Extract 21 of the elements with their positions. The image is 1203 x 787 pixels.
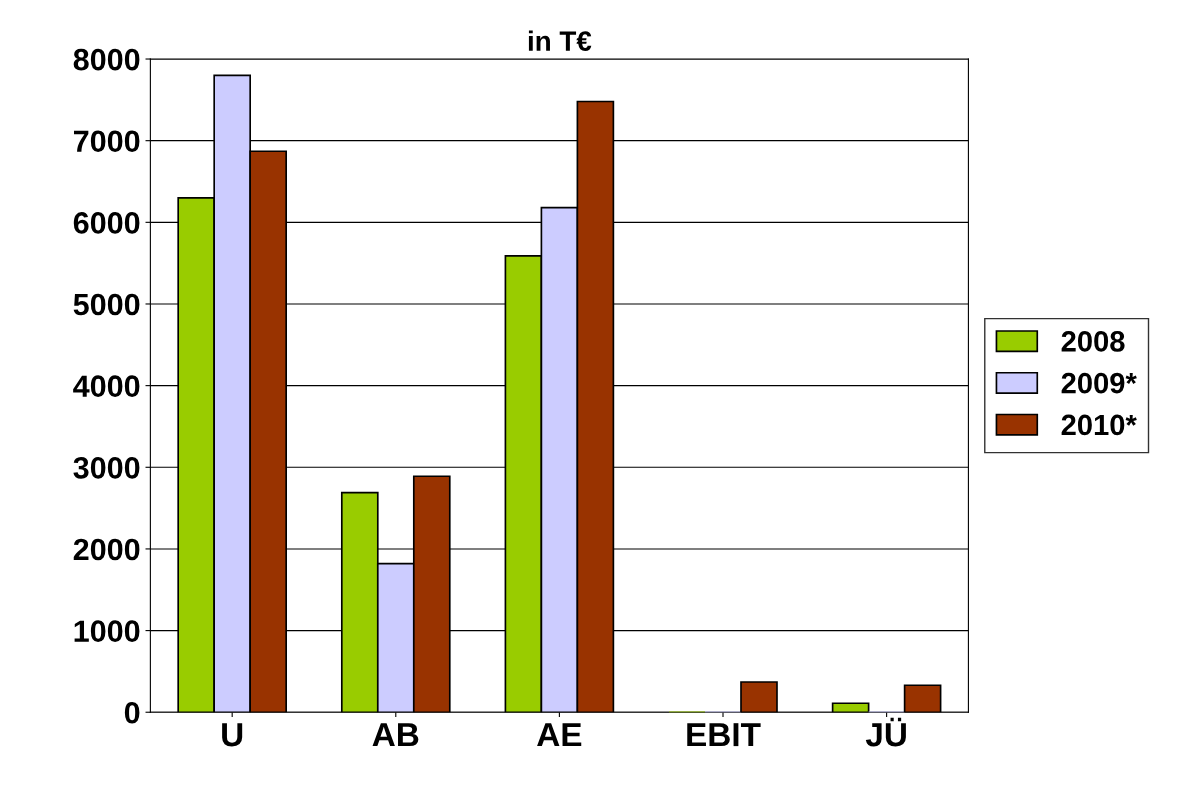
x-tick-label: AB	[372, 723, 419, 747]
y-tick-label: 0	[124, 701, 140, 724]
y-tick-label: 5000	[73, 293, 140, 316]
y-tick-label: 6000	[73, 212, 140, 234]
x-tick-label: JÜ	[865, 717, 906, 747]
y-tick-label: 7000	[74, 130, 140, 153]
x-tick-label: U	[222, 723, 243, 747]
y-tick-label: 1000	[74, 620, 140, 642]
y-tick-label: 8000	[73, 48, 140, 71]
y-tick-label: 4000	[73, 375, 140, 397]
legend-label: 2008	[1061, 331, 1125, 352]
chart-title: in T€	[528, 30, 592, 51]
legend-label: 2010*	[1061, 414, 1137, 436]
x-tick-label: EBIT	[687, 723, 761, 747]
y-tick-label: 2000	[73, 538, 140, 561]
legend-label: 2009*	[1061, 372, 1137, 394]
bar	[903, 684, 942, 713]
bar	[740, 681, 778, 713]
y-tick-label: 3000	[73, 457, 140, 479]
bar	[831, 702, 870, 713]
x-tick-label: AE	[537, 723, 582, 747]
